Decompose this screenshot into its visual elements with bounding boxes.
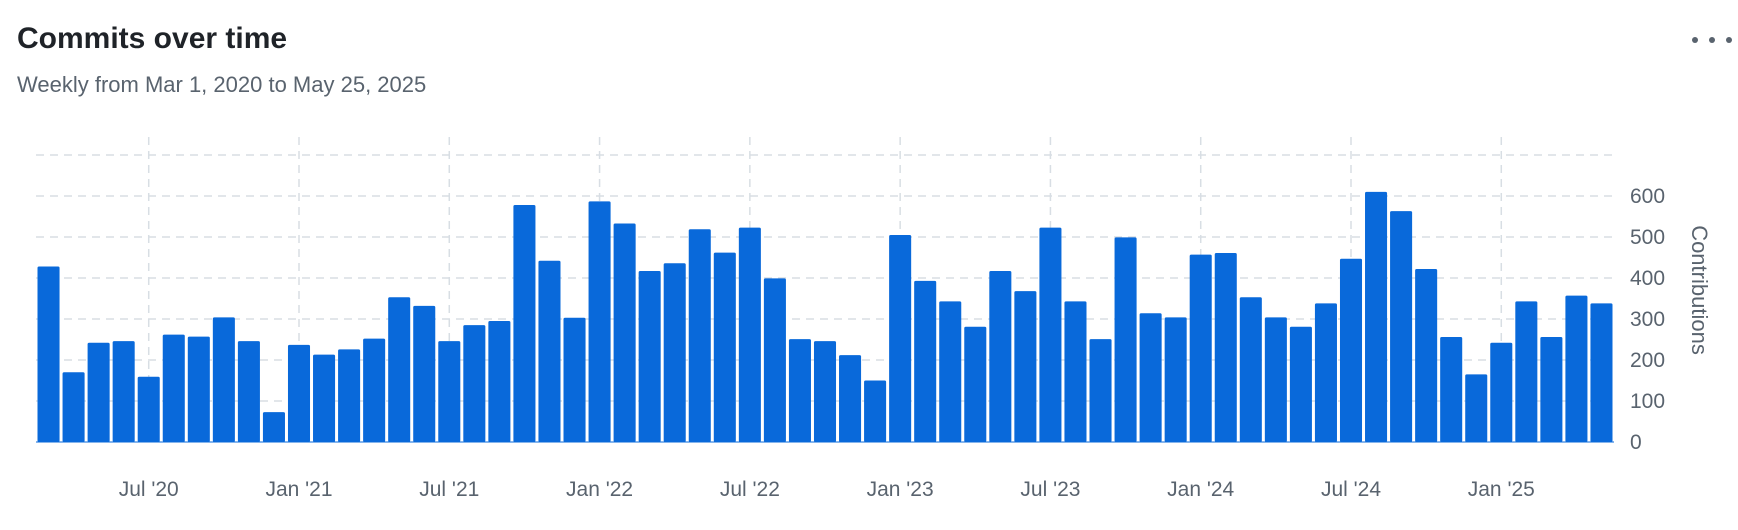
bar[interactable] bbox=[262, 412, 285, 442]
bar[interactable] bbox=[638, 271, 661, 442]
chart-subtitle: Weekly from Mar 1, 2020 to May 25, 2025 bbox=[17, 72, 427, 97]
y-tick-label: 0 bbox=[1630, 431, 1642, 454]
x-tick-label: Jan '22 bbox=[566, 478, 633, 501]
bar[interactable] bbox=[1189, 254, 1212, 442]
bar[interactable] bbox=[162, 334, 185, 442]
bar[interactable] bbox=[1314, 303, 1337, 442]
bar[interactable] bbox=[688, 229, 711, 442]
chart-title: Commits over time bbox=[17, 22, 288, 55]
x-tick-label: Jan '25 bbox=[1468, 478, 1535, 501]
bar[interactable] bbox=[1465, 374, 1488, 442]
bar[interactable] bbox=[1590, 303, 1613, 442]
bar[interactable] bbox=[388, 297, 411, 442]
bar-layer bbox=[36, 191, 1614, 443]
x-tick-label: Jul '22 bbox=[720, 478, 780, 501]
y-tick-label: 500 bbox=[1630, 226, 1665, 249]
bar[interactable] bbox=[914, 280, 937, 442]
dot-icon bbox=[1726, 37, 1732, 43]
bar[interactable] bbox=[1089, 339, 1112, 442]
bar[interactable] bbox=[212, 317, 235, 442]
dot-icon bbox=[1709, 37, 1715, 43]
bar[interactable] bbox=[889, 234, 912, 442]
bar[interactable] bbox=[788, 339, 811, 442]
bar[interactable] bbox=[538, 260, 561, 442]
bar[interactable] bbox=[1239, 297, 1262, 442]
bar[interactable] bbox=[1039, 227, 1062, 442]
bar[interactable] bbox=[713, 252, 736, 442]
bar[interactable] bbox=[112, 341, 135, 442]
bar[interactable] bbox=[989, 271, 1012, 442]
x-tick-label: Jul '24 bbox=[1321, 478, 1381, 501]
bar[interactable] bbox=[438, 341, 461, 442]
bar[interactable] bbox=[37, 266, 60, 442]
y-tick-label: 200 bbox=[1630, 349, 1665, 372]
bar[interactable] bbox=[338, 349, 361, 442]
bar[interactable] bbox=[87, 342, 110, 442]
bar[interactable] bbox=[964, 326, 987, 442]
x-tick-label: Jan '24 bbox=[1167, 478, 1234, 501]
bar[interactable] bbox=[1064, 301, 1087, 442]
bar[interactable] bbox=[588, 201, 611, 442]
bar[interactable] bbox=[1014, 291, 1037, 442]
bar[interactable] bbox=[864, 380, 887, 443]
bar[interactable] bbox=[1540, 337, 1563, 442]
bar[interactable] bbox=[663, 263, 686, 442]
bar[interactable] bbox=[763, 278, 786, 442]
bar[interactable] bbox=[1289, 326, 1312, 442]
bar[interactable] bbox=[1164, 317, 1187, 442]
bar[interactable] bbox=[237, 341, 260, 442]
bar[interactable] bbox=[813, 341, 837, 442]
bar[interactable] bbox=[613, 223, 636, 442]
y-tick-label: 100 bbox=[1630, 390, 1665, 413]
bar[interactable] bbox=[1214, 252, 1237, 442]
bar[interactable] bbox=[488, 321, 511, 442]
x-tick-label: Jan '23 bbox=[867, 478, 934, 501]
bar[interactable] bbox=[738, 227, 761, 442]
bar[interactable] bbox=[1339, 258, 1363, 442]
x-tick-label: Jul '20 bbox=[119, 478, 179, 501]
bar[interactable] bbox=[287, 344, 311, 442]
dot-icon bbox=[1692, 37, 1698, 43]
bar[interactable] bbox=[463, 325, 486, 442]
bar[interactable] bbox=[839, 355, 862, 442]
bar[interactable] bbox=[1114, 237, 1137, 442]
bar[interactable] bbox=[1139, 313, 1162, 442]
x-tick-label: Jul '23 bbox=[1020, 478, 1080, 501]
bar[interactable] bbox=[1365, 191, 1388, 442]
x-tick-label: Jan '21 bbox=[265, 478, 332, 501]
bar[interactable] bbox=[563, 317, 586, 442]
x-tick-label: Jul '21 bbox=[419, 478, 479, 501]
bar[interactable] bbox=[187, 336, 210, 442]
bar[interactable] bbox=[363, 338, 386, 442]
bar[interactable] bbox=[62, 372, 85, 442]
y-tick-label: 600 bbox=[1630, 185, 1665, 208]
bar[interactable] bbox=[413, 305, 436, 442]
bar[interactable] bbox=[1515, 301, 1538, 442]
bar[interactable] bbox=[1390, 211, 1413, 442]
bar[interactable] bbox=[1264, 317, 1287, 442]
bar[interactable] bbox=[1490, 342, 1513, 442]
bar[interactable] bbox=[513, 205, 536, 442]
bar[interactable] bbox=[137, 376, 160, 442]
bar[interactable] bbox=[1415, 268, 1438, 442]
bar[interactable] bbox=[1440, 337, 1463, 442]
bar[interactable] bbox=[313, 354, 336, 442]
y-tick-label: 300 bbox=[1630, 308, 1665, 331]
more-options-icon[interactable] bbox=[1692, 28, 1732, 52]
y-axis-label: Contributions bbox=[1687, 225, 1712, 355]
y-axis-ticks: 0 100 200 300 400 500 600 bbox=[1630, 185, 1665, 454]
bar[interactable] bbox=[1565, 295, 1588, 442]
y-tick-label: 400 bbox=[1630, 267, 1665, 290]
bar[interactable] bbox=[939, 301, 962, 442]
x-axis-ticks: Jul '20 Jan '21 Jul '21 Jan '22 Jul '22 Jan '… bbox=[119, 478, 1535, 501]
